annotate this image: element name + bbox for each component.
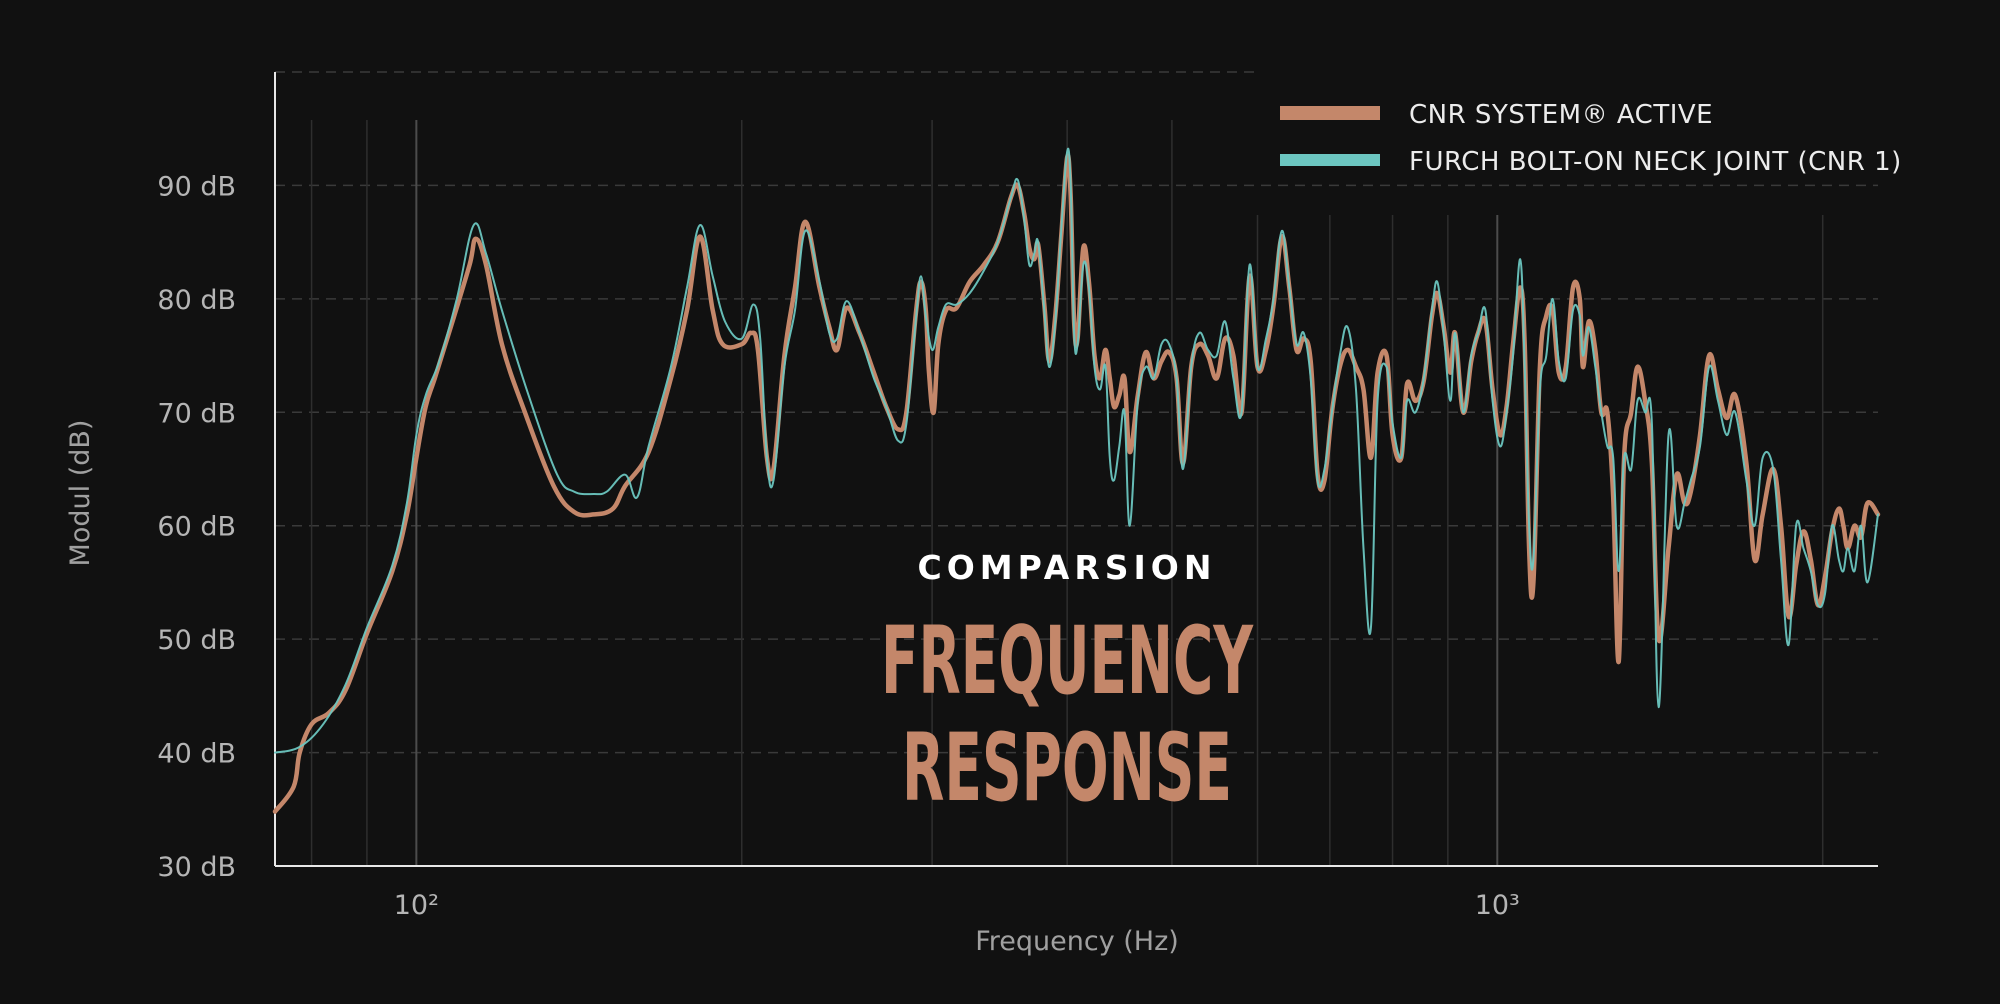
series-line-cnr-active — [272, 153, 1881, 814]
legend-label-cnr-active: CNR SYSTEM® ACTIVE — [1409, 100, 1713, 130]
x-axis-title: Frequency (Hz) — [975, 926, 1179, 957]
chart-kicker: COMPARSION — [918, 548, 1217, 587]
legend: CNR SYSTEM® ACTIVE FURCH BOLT-ON NECK JO… — [1280, 100, 1902, 177]
grid-layer — [275, 71, 1878, 866]
series-layer — [272, 147, 1881, 814]
tick-label-layer: 30 dB 40 dB 50 dB 60 dB 70 dB 80 dB 90 dB 10² 10… — [157, 171, 1520, 921]
legend-label-bolt-on: FURCH BOLT-ON NECK JOINT (CNR 1) — [1409, 147, 1902, 177]
x-tick-label: 10³ — [1475, 890, 1520, 921]
y-axis-title: Modul (dB) — [65, 420, 96, 567]
series-line-bolt-on — [274, 147, 1879, 754]
x-tick-label: 10² — [394, 890, 439, 921]
chart-title-line1: FREQUENCY — [881, 607, 1254, 716]
chart-title-line2: RESPONSE — [902, 714, 1232, 823]
y-tick-label: 30 dB — [157, 852, 236, 883]
y-tick-label: 70 dB — [157, 398, 236, 429]
y-tick-label: 90 dB — [157, 171, 236, 202]
y-tick-label: 40 dB — [157, 739, 236, 770]
y-tick-label: 60 dB — [157, 512, 236, 543]
legend-swatch-cnr-active — [1280, 106, 1380, 120]
legend-swatch-bolt-on — [1280, 154, 1380, 166]
axis-layer — [274, 72, 1878, 867]
y-tick-label: 80 dB — [157, 285, 236, 316]
y-tick-label: 50 dB — [157, 625, 236, 656]
